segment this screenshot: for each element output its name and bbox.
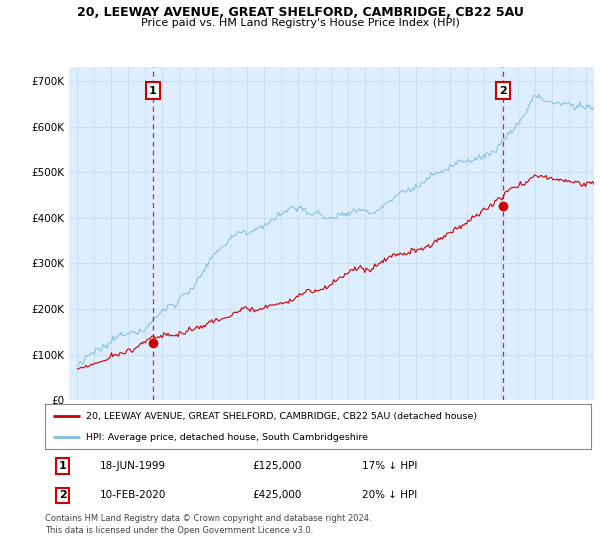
Text: 2: 2 xyxy=(59,491,67,501)
Text: 17% ↓ HPI: 17% ↓ HPI xyxy=(362,461,417,471)
Text: 1: 1 xyxy=(149,86,157,96)
Text: 20% ↓ HPI: 20% ↓ HPI xyxy=(362,491,417,501)
Text: Price paid vs. HM Land Registry's House Price Index (HPI): Price paid vs. HM Land Registry's House … xyxy=(140,18,460,28)
Text: HPI: Average price, detached house, South Cambridgeshire: HPI: Average price, detached house, Sout… xyxy=(86,432,368,441)
Text: 20, LEEWAY AVENUE, GREAT SHELFORD, CAMBRIDGE, CB22 5AU: 20, LEEWAY AVENUE, GREAT SHELFORD, CAMBR… xyxy=(77,6,523,18)
Text: £425,000: £425,000 xyxy=(253,491,302,501)
Text: £125,000: £125,000 xyxy=(253,461,302,471)
Text: Contains HM Land Registry data © Crown copyright and database right 2024.
This d: Contains HM Land Registry data © Crown c… xyxy=(45,514,371,535)
Text: 2: 2 xyxy=(499,86,506,96)
Text: 10-FEB-2020: 10-FEB-2020 xyxy=(100,491,166,501)
Text: 20, LEEWAY AVENUE, GREAT SHELFORD, CAMBRIDGE, CB22 5AU (detached house): 20, LEEWAY AVENUE, GREAT SHELFORD, CAMBR… xyxy=(86,412,477,421)
Text: 18-JUN-1999: 18-JUN-1999 xyxy=(100,461,166,471)
Text: 1: 1 xyxy=(59,461,67,471)
